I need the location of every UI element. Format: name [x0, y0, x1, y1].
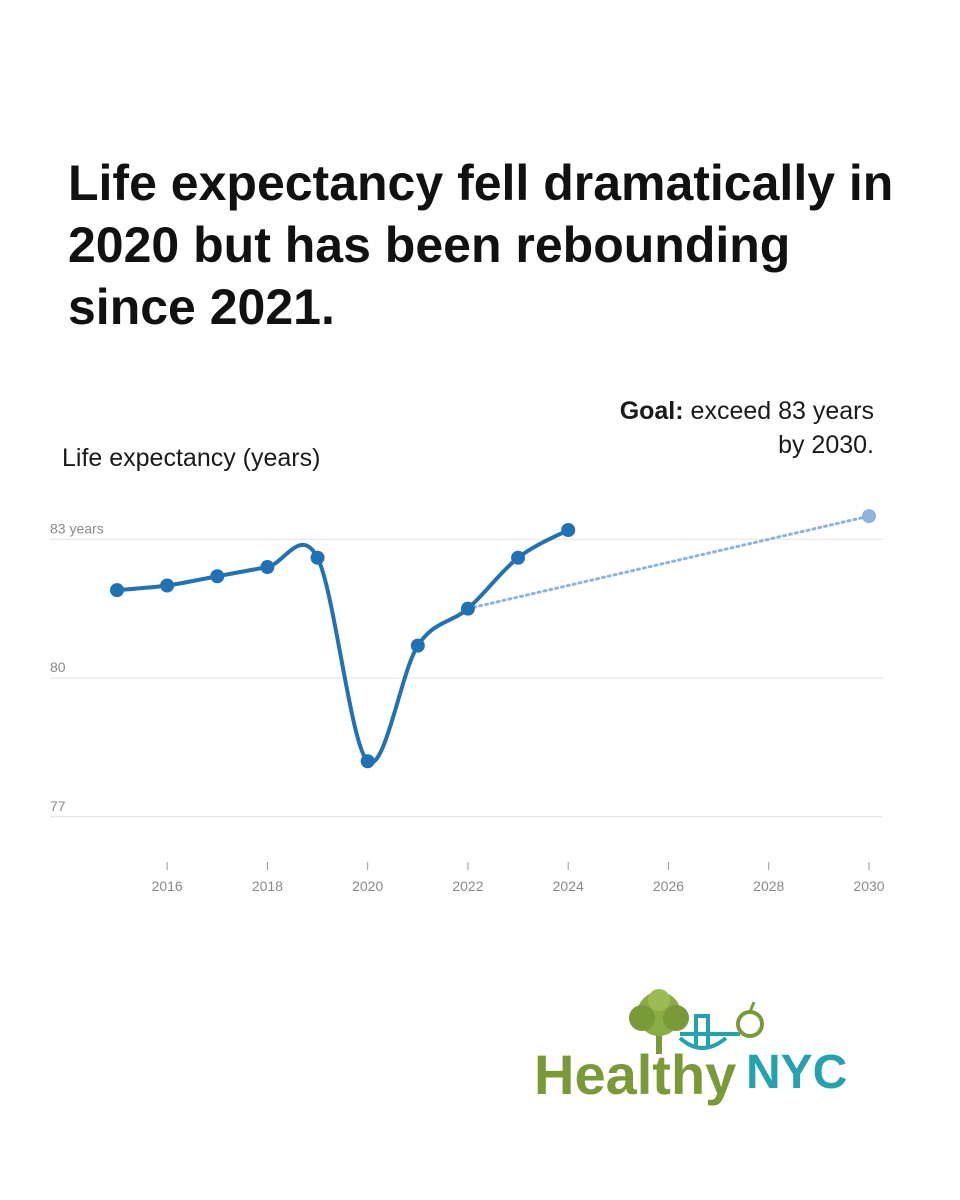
data-point-2017 — [210, 569, 225, 584]
series-line — [116, 528, 570, 765]
y-tick-label-83: 83 years — [50, 520, 104, 536]
x-tick-label-2024: 2024 — [553, 878, 584, 894]
x-tick-label-2030: 2030 — [853, 878, 884, 894]
x-tick-label-2026: 2026 — [653, 878, 684, 894]
goal-annotation: Goal: exceed 83 years by 2030. — [614, 394, 874, 462]
logo-text-healthy: Healthy — [534, 1043, 736, 1106]
y-tick-label-80: 80 — [50, 659, 66, 675]
data-point-2020 — [360, 754, 375, 769]
headline: Life expectancy fell dramatically in 202… — [68, 155, 894, 335]
x-tick-label-2018: 2018 — [252, 878, 283, 894]
data-point-2015 — [110, 583, 125, 598]
apple-icon — [736, 1001, 764, 1038]
x-tick-label-2016: 2016 — [152, 878, 183, 894]
y-axis-title: Life expectancy (years) — [62, 444, 321, 472]
goal-line — [466, 514, 871, 611]
healthynyc-logo: Healthy NYC — [534, 989, 847, 1106]
tree-icon — [629, 989, 689, 1054]
x-tick-label-2022: 2022 — [452, 878, 483, 894]
x-tick-label-2028: 2028 — [753, 878, 784, 894]
data-point-2023 — [511, 550, 526, 565]
data-point-2016 — [160, 578, 175, 593]
data-point-2021 — [410, 638, 425, 653]
y-tick-label-77: 77 — [50, 798, 66, 814]
data-point-2019 — [310, 550, 325, 565]
data-point-2018 — [260, 560, 275, 574]
goal-text: exceed 83 years by 2030. — [690, 397, 874, 459]
goal-label: Goal: — [619, 397, 684, 425]
logo-text-nyc: NYC — [746, 1046, 847, 1099]
data-point-2024 — [561, 523, 576, 537]
bridge-icon — [678, 1014, 740, 1050]
data-point-2022 — [460, 601, 475, 616]
goal-point — [862, 509, 876, 524]
x-tick-label-2020: 2020 — [352, 878, 383, 894]
